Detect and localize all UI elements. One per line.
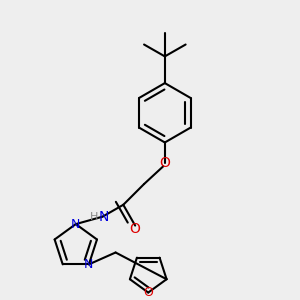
Text: N: N [71, 218, 80, 231]
Text: N: N [99, 210, 109, 224]
Text: O: O [159, 156, 170, 170]
Text: N: N [84, 258, 94, 271]
Text: H: H [89, 212, 98, 222]
Text: O: O [130, 221, 141, 236]
Text: O: O [143, 286, 153, 299]
